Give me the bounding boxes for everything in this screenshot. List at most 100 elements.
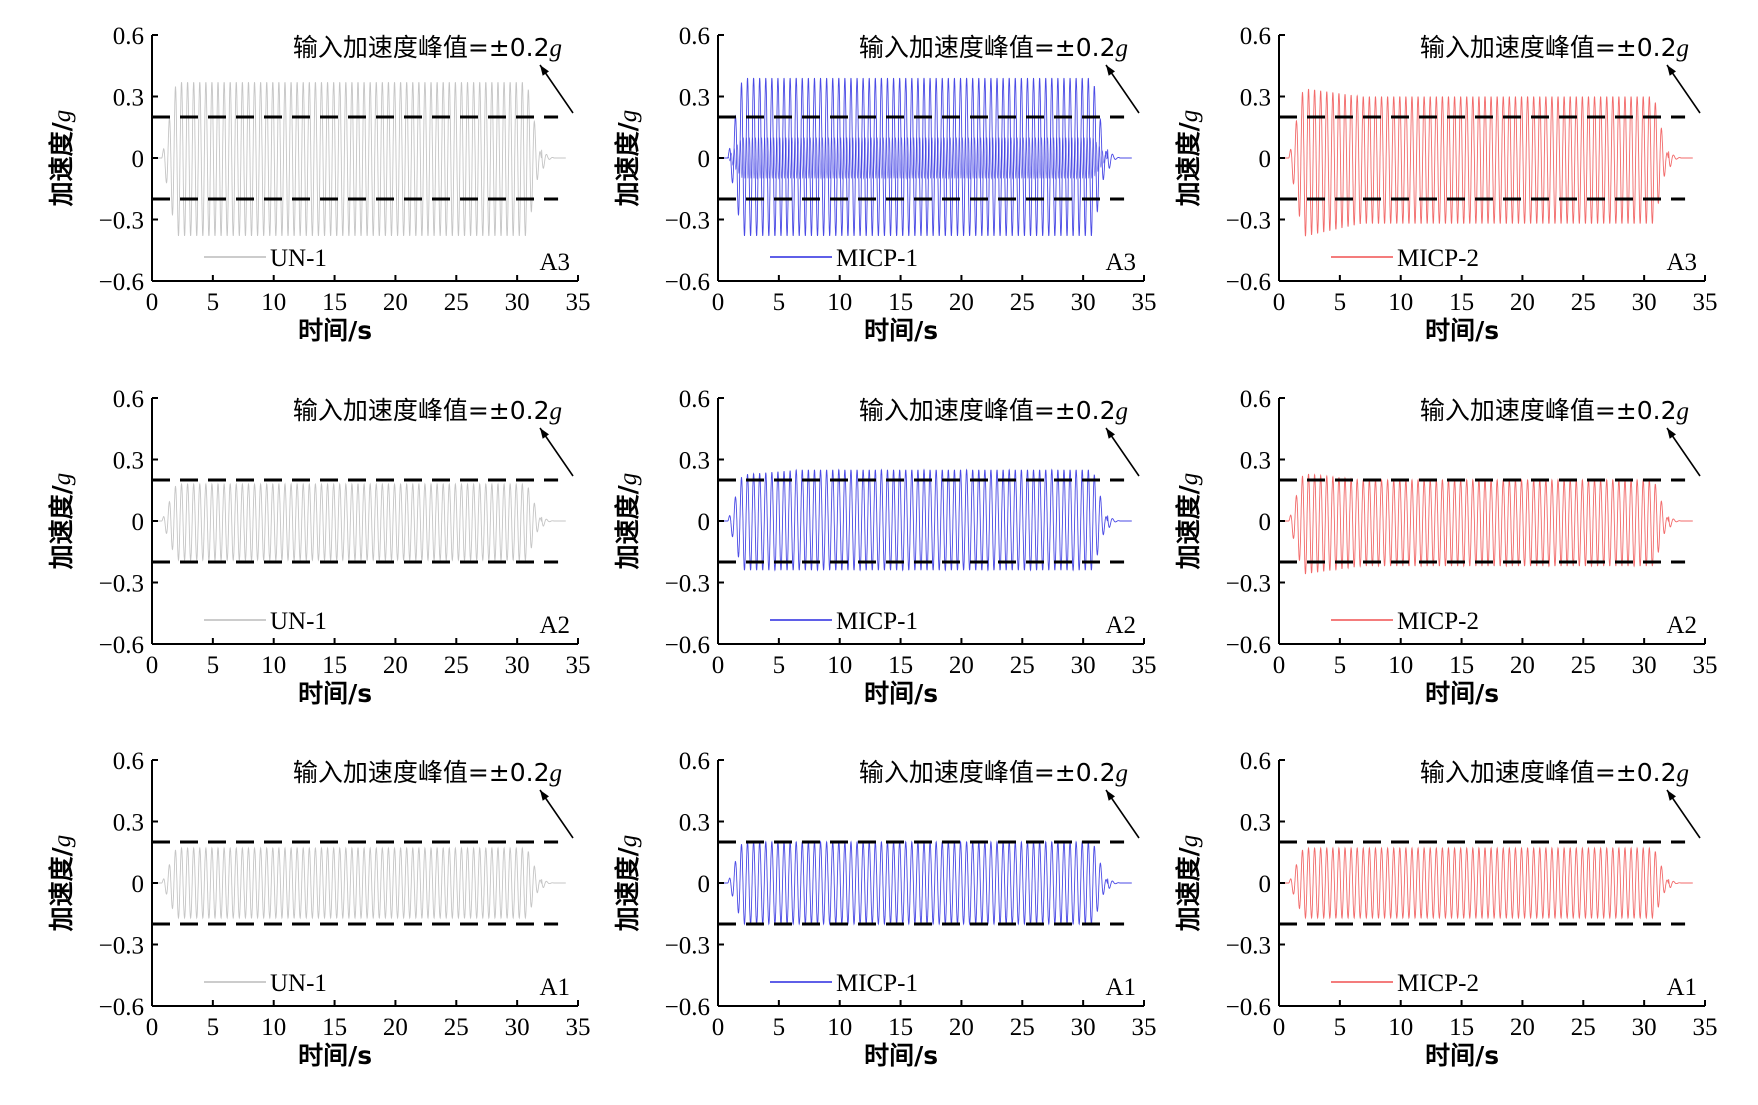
- y-tick-label: 0.3: [679, 85, 710, 112]
- x-tick-label: 35: [1693, 289, 1718, 316]
- y-tick-label: −0.3: [99, 933, 144, 960]
- y-axis-title: 加速度/g: [47, 110, 76, 208]
- acceleration-trace: [1279, 473, 1693, 575]
- legend-label: MICP-1: [836, 970, 918, 997]
- y-axis-title: 加速度/g: [613, 835, 642, 933]
- peak-annotation-unit: g: [1677, 398, 1690, 425]
- x-axis-title: 时间/s: [298, 1041, 372, 1070]
- x-tick-label: 10: [1388, 289, 1413, 316]
- sensor-location-label: A3: [1105, 249, 1136, 276]
- x-tick-label: 0: [1273, 652, 1286, 679]
- y-tick-label: 0.6: [1240, 23, 1271, 50]
- x-tick-label: 20: [383, 289, 408, 316]
- peak-annotation: 输入加速度峰值=±0.2g: [293, 33, 562, 62]
- y-axis-title: 加速度/g: [613, 473, 642, 571]
- y-axis-title-unit: g: [49, 110, 76, 123]
- x-axis-title: 时间/s: [1425, 316, 1499, 345]
- acceleration-trace: [1279, 88, 1693, 237]
- panel-un-1-a3: 0 5 10 15 20 25 30 350.60.30−0.3−0.6时间/s加速度/g输入…: [47, 23, 591, 345]
- sensor-location-label: A2: [539, 612, 570, 639]
- x-tick-label: 0: [146, 652, 159, 679]
- x-tick-label: 5: [1334, 1014, 1347, 1041]
- y-tick-label: 0.3: [113, 448, 144, 475]
- x-tick-label: 15: [322, 289, 347, 316]
- y-tick-label: 0: [132, 509, 145, 536]
- x-tick-label: 30: [1632, 652, 1657, 679]
- x-tick-label: 10: [261, 1014, 286, 1041]
- annotation-arrowhead: [1667, 790, 1676, 801]
- y-tick-label: −0.6: [665, 632, 710, 659]
- x-tick-label: 35: [1693, 652, 1718, 679]
- peak-annotation-unit: g: [1116, 35, 1129, 62]
- y-tick-label: −0.3: [1226, 208, 1271, 235]
- y-tick-label: 0.3: [1240, 85, 1271, 112]
- legend-label: UN-1: [270, 245, 327, 272]
- x-tick-label: 5: [1334, 289, 1347, 316]
- x-tick-label: 15: [888, 652, 913, 679]
- y-tick-label: 0.3: [113, 85, 144, 112]
- x-tick-label: 35: [1132, 289, 1157, 316]
- peak-annotation: 输入加速度峰值=±0.2g: [859, 758, 1128, 787]
- sensor-location-label: A1: [1105, 974, 1136, 1001]
- x-tick-label: 10: [261, 289, 286, 316]
- y-tick-label: 0: [132, 871, 145, 898]
- x-tick-label: 0: [712, 1014, 725, 1041]
- y-tick-label: −0.3: [665, 208, 710, 235]
- y-axis-title-unit: g: [1176, 473, 1203, 486]
- legend-label: MICP-1: [836, 608, 918, 635]
- x-tick-label: 20: [383, 652, 408, 679]
- y-tick-label: −0.3: [1226, 571, 1271, 598]
- x-tick-label: 0: [712, 289, 725, 316]
- panel-micp-1-a1: 0 5 10 15 20 25 30 350.60.30−0.3−0.6时间/s加速度/g输入…: [613, 748, 1157, 1070]
- x-axis-title: 时间/s: [1425, 1041, 1499, 1070]
- y-tick-label: −0.3: [1226, 933, 1271, 960]
- x-tick-label: 25: [444, 652, 469, 679]
- x-tick-label: 5: [773, 289, 786, 316]
- x-tick-label: 10: [261, 652, 286, 679]
- y-tick-label: 0.6: [1240, 748, 1271, 775]
- x-axis-title: 时间/s: [864, 316, 938, 345]
- annotation-arrowhead: [540, 65, 549, 76]
- y-axis-title-text: 加速度/: [1174, 484, 1203, 570]
- x-tick-label: 20: [1510, 652, 1535, 679]
- legend-label: MICP-2: [1397, 970, 1479, 997]
- sensor-location-label: A1: [1666, 974, 1697, 1001]
- x-axis-title: 时间/s: [864, 679, 938, 708]
- panel-un-1-a2: 0 5 10 15 20 25 30 350.60.30−0.3−0.6时间/s加速度/g输入…: [47, 386, 591, 708]
- x-axis-title: 时间/s: [1425, 679, 1499, 708]
- acceleration-trace: [718, 77, 1132, 236]
- x-tick-label: 20: [383, 1014, 408, 1041]
- sensor-location-label: A2: [1666, 612, 1697, 639]
- y-tick-label: 0.6: [113, 748, 144, 775]
- y-axis-title-unit: g: [1176, 835, 1203, 848]
- x-tick-label: 25: [1571, 1014, 1596, 1041]
- acceleration-trace: [152, 82, 566, 236]
- y-axis-title-unit: g: [1176, 110, 1203, 123]
- y-axis-title-unit: g: [615, 835, 642, 848]
- y-tick-label: −0.3: [665, 933, 710, 960]
- annotation-arrowhead: [540, 428, 549, 439]
- y-tick-label: 0: [698, 146, 711, 173]
- y-axis-title-text: 加速度/: [613, 846, 642, 932]
- y-tick-label: 0: [1259, 146, 1272, 173]
- x-tick-label: 10: [827, 1014, 852, 1041]
- y-tick-label: 0.6: [113, 386, 144, 413]
- x-tick-label: 5: [773, 1014, 786, 1041]
- y-tick-label: 0: [1259, 509, 1272, 536]
- x-tick-label: 5: [773, 652, 786, 679]
- x-axis-title: 时间/s: [298, 316, 372, 345]
- x-tick-label: 30: [1071, 652, 1096, 679]
- x-tick-label: 25: [1010, 1014, 1035, 1041]
- y-tick-label: 0.6: [679, 386, 710, 413]
- x-tick-label: 15: [322, 652, 347, 679]
- x-tick-label: 25: [444, 1014, 469, 1041]
- sensor-location-label: A3: [1666, 249, 1697, 276]
- x-tick-label: 15: [1449, 1014, 1474, 1041]
- x-tick-label: 10: [827, 652, 852, 679]
- peak-annotation: 输入加速度峰值=±0.2g: [293, 396, 562, 425]
- acceleration-trace-inner: [727, 137, 1108, 180]
- y-axis-title-unit: g: [49, 835, 76, 848]
- y-tick-label: −0.3: [99, 208, 144, 235]
- y-tick-label: −0.6: [1226, 994, 1271, 1021]
- y-axis-title-text: 加速度/: [1174, 846, 1203, 932]
